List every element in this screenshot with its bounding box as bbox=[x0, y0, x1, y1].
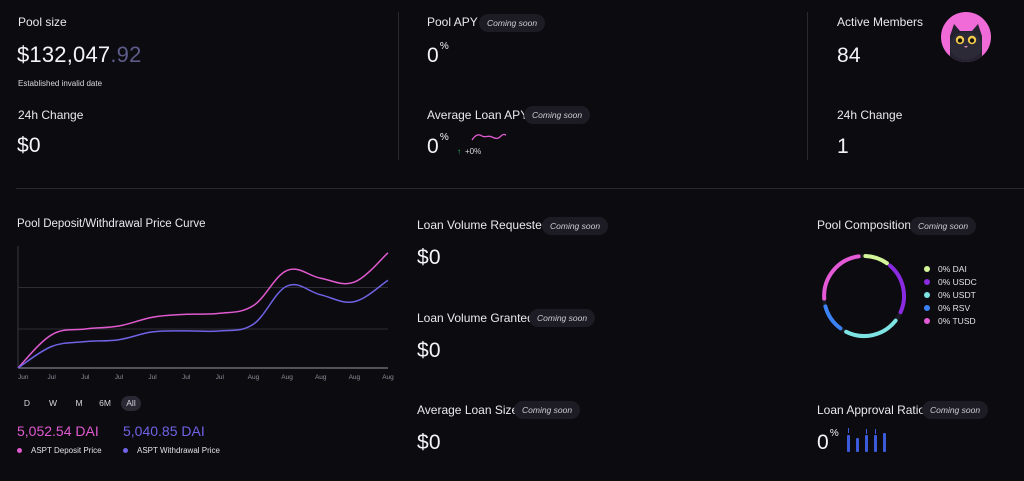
legend-usdc-label: 0% USDC bbox=[938, 277, 977, 287]
timeframe-selector: D W M 6M All bbox=[17, 396, 141, 411]
loan-requested-value: $0 bbox=[417, 246, 441, 269]
legend-dai: 0% DAI bbox=[924, 264, 967, 274]
donut-arc-tusd bbox=[822, 254, 861, 301]
divider-top-right bbox=[807, 12, 808, 160]
pool-apy-badge: Coming soon bbox=[479, 14, 546, 32]
avg-loan-apy-sparkline bbox=[471, 133, 507, 141]
donut-arc-dai bbox=[863, 254, 889, 266]
pool-apy-label: Pool APY bbox=[427, 15, 478, 29]
legend-tusd: 0% TUSD bbox=[924, 316, 976, 326]
approval-ratio-label: Loan Approval Ratio bbox=[817, 403, 926, 417]
usdc-dot-icon bbox=[924, 279, 930, 285]
loan-granted-badge: Coming soon bbox=[529, 309, 596, 327]
approval-ratio-number: 0 bbox=[817, 431, 829, 454]
legend-usdc: 0% USDC bbox=[924, 277, 977, 287]
legend-rsv-label: 0% RSV bbox=[938, 303, 971, 313]
divider-top-left bbox=[398, 12, 399, 160]
deposit-dot-icon bbox=[17, 448, 22, 453]
legend-withdrawal: ASPT Withdrawal Price bbox=[123, 446, 220, 455]
established-date: Established invalid date bbox=[18, 79, 103, 88]
price-curve-title: Pool Deposit/Withdrawal Price Curve bbox=[17, 218, 206, 230]
approval-ratio-bars bbox=[847, 428, 886, 452]
avg-loan-apy-value: 0% bbox=[427, 132, 449, 159]
approval-ratio-value: 0% bbox=[817, 428, 839, 455]
usdt-dot-icon bbox=[924, 292, 930, 298]
x-tick-label: Aug bbox=[248, 374, 260, 381]
composition-legend: 0% DAI 0% USDC 0% USDT 0% RSV 0% TUSD bbox=[924, 264, 1004, 330]
pool-size-main: $132,047 bbox=[17, 42, 111, 67]
donut-arc-usdc bbox=[888, 263, 906, 315]
series-deposit-line bbox=[17, 252, 389, 369]
timeframe-6m[interactable]: 6M bbox=[99, 398, 111, 408]
loan-granted-label: Loan Volume Granted bbox=[417, 311, 534, 325]
x-tick-label: Aug bbox=[315, 374, 327, 381]
approval-ratio-unit: % bbox=[829, 428, 839, 439]
withdrawal-dot-icon bbox=[123, 448, 128, 453]
pool-change-value: $0 bbox=[17, 134, 41, 157]
legend-deposit-label: ASPT Deposit Price bbox=[31, 446, 102, 455]
x-tick-label: Aug bbox=[281, 374, 293, 381]
pool-size-value: $132,047.92 bbox=[17, 42, 142, 68]
active-members-label: Active Members bbox=[837, 15, 924, 29]
x-tick-label: Jul bbox=[216, 374, 225, 381]
legend-withdrawal-label: ASPT Withdrawal Price bbox=[137, 446, 220, 455]
loan-requested-badge: Coming soon bbox=[542, 217, 609, 235]
x-tick-label: Jul bbox=[148, 374, 157, 381]
loan-granted-value: $0 bbox=[417, 339, 441, 362]
legend-dai-label: 0% DAI bbox=[938, 264, 967, 274]
legend-rsv: 0% RSV bbox=[924, 303, 970, 313]
avg-loan-size-label: Average Loan Size bbox=[417, 403, 519, 417]
rsv-dot-icon bbox=[924, 305, 930, 311]
members-change-value: 1 bbox=[837, 135, 849, 158]
members-change-label: 24h Change bbox=[837, 108, 903, 122]
x-tick-label: Jul bbox=[115, 374, 124, 381]
x-tick-label: Aug bbox=[382, 374, 394, 381]
donut-arc-rsv bbox=[823, 304, 843, 331]
loan-requested-label: Loan Volume Requested bbox=[417, 218, 549, 232]
pool-composition-title: Pool Composition bbox=[817, 218, 912, 232]
cat-avatar-icon[interactable] bbox=[941, 12, 991, 62]
divider-horizontal bbox=[16, 188, 1024, 189]
pool-apy-unit: % bbox=[439, 41, 449, 52]
x-tick-label: Jul bbox=[182, 374, 191, 381]
legend-tusd-label: 0% TUSD bbox=[938, 316, 976, 326]
avg-loan-size-badge: Coming soon bbox=[514, 401, 581, 419]
timeframe-d[interactable]: D bbox=[23, 398, 31, 408]
donut-arc-usdt bbox=[844, 318, 898, 338]
avg-loan-apy-label: Average Loan APY bbox=[427, 108, 529, 122]
pool-size-label: Pool size bbox=[18, 15, 67, 29]
x-tick-label: Jul bbox=[81, 374, 90, 381]
dai-dot-icon bbox=[924, 266, 930, 272]
timeframe-m[interactable]: M bbox=[75, 398, 83, 408]
avg-loan-size-value: $0 bbox=[417, 431, 441, 454]
pool-change-label: 24h Change bbox=[18, 108, 84, 122]
pool-composition-badge: Coming soon bbox=[910, 217, 977, 235]
tusd-dot-icon bbox=[924, 318, 930, 324]
pool-apy-number: 0 bbox=[427, 44, 439, 67]
avg-loan-apy-badge: Coming soon bbox=[524, 106, 591, 124]
avg-loan-apy-change: ↑ +0% bbox=[457, 147, 481, 156]
avg-loan-apy-unit: % bbox=[439, 132, 449, 143]
legend-usdt-label: 0% USDT bbox=[938, 290, 976, 300]
avg-loan-apy-change-value: +0% bbox=[465, 147, 482, 156]
composition-donut-chart[interactable] bbox=[816, 250, 912, 342]
up-arrow-icon: ↑ bbox=[457, 147, 461, 156]
approval-ratio-badge: Coming soon bbox=[922, 401, 989, 419]
legend-usdt: 0% USDT bbox=[924, 290, 976, 300]
timeframe-all[interactable]: All bbox=[121, 396, 141, 411]
series-withdrawal-line bbox=[17, 279, 389, 369]
active-members-value: 84 bbox=[837, 44, 861, 67]
x-tick-label: Aug bbox=[349, 374, 361, 381]
deposit-price-value: 5,052.54 DAI bbox=[17, 423, 99, 439]
legend-deposit: ASPT Deposit Price bbox=[17, 446, 102, 455]
pool-apy-value: 0% bbox=[427, 41, 449, 68]
timeframe-w[interactable]: W bbox=[48, 398, 58, 408]
x-tick-label: Jul bbox=[47, 374, 56, 381]
avg-loan-apy-number: 0 bbox=[427, 135, 439, 158]
price-curve-chart[interactable]: Jun Jul Jul Jul Jul Jul Jul Aug Aug Aug Aug Aug bbox=[14, 244, 394, 386]
withdrawal-price-value: 5,040.85 DAI bbox=[123, 423, 205, 439]
pool-size-cents: .92 bbox=[110, 42, 142, 67]
x-tick-label: Jun bbox=[18, 374, 29, 381]
